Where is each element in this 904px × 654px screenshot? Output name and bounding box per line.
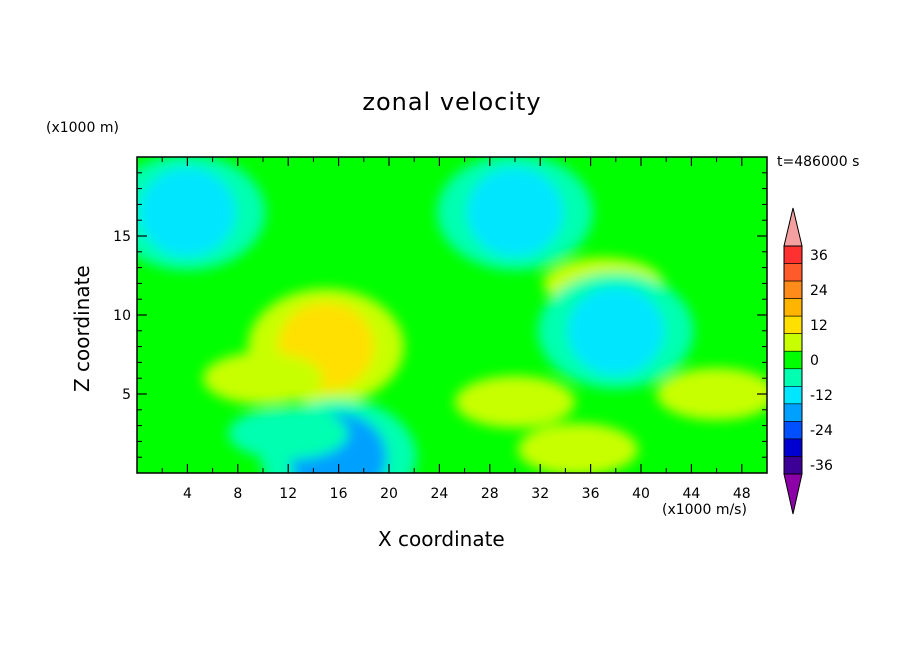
x-tick-label: 8 [233, 486, 242, 502]
colorbar: 36 24 12 0 -12 -24 -36 [783, 207, 833, 515]
time-label: t=486000 s [777, 154, 860, 170]
field-blob-7 [139, 168, 236, 257]
y-tick-label: 5 [122, 387, 131, 403]
colorbar-label: 36 [810, 248, 828, 264]
colorbar-swatch [783, 386, 803, 405]
x-unit-label: (x1000 m/s) [662, 502, 747, 518]
x-tick-label: 40 [632, 486, 650, 502]
field-blob-2 [455, 375, 575, 428]
colorbar-under-arrow [783, 473, 803, 515]
x-tick-label: 24 [430, 486, 448, 502]
colorbar-swatch [783, 368, 803, 387]
x-axis-label: X coordinate [378, 527, 505, 551]
field-blob-3 [518, 423, 638, 473]
colorbar-swatch [783, 245, 803, 264]
field-blob-1 [203, 352, 323, 405]
x-tick-label: 28 [481, 486, 499, 502]
contour-field [137, 157, 767, 473]
x-tick-label: 16 [330, 486, 348, 502]
colorbar-label: -24 [810, 423, 833, 439]
colorbar-label: 12 [810, 318, 828, 334]
colorbar-label: -36 [810, 458, 833, 474]
colorbar-frame [783, 245, 803, 475]
y-tick-label: 10 [113, 308, 131, 324]
colorbar-label: -12 [810, 388, 833, 404]
colorbar-over-arrow [783, 207, 803, 247]
colorbar-swatch [783, 438, 803, 457]
colorbar-swatch [783, 280, 803, 299]
x-tick-label: 32 [531, 486, 549, 502]
y-unit-label: (x1000 m) [46, 120, 119, 136]
colorbar-swatch [783, 350, 803, 370]
y-tick-label: 15 [113, 229, 131, 245]
colorbar-swatch [783, 298, 803, 317]
colorbar-label: 0 [810, 353, 819, 369]
x-tick-label: 12 [279, 486, 297, 502]
colorbar-swatch [783, 456, 803, 475]
field-blob-9 [567, 286, 664, 375]
colorbar-label: 24 [810, 283, 828, 299]
chart-title: zonal velocity [362, 88, 542, 116]
colorbar-swatch [783, 403, 803, 422]
colorbar-swatch [783, 263, 803, 282]
field-blob-8 [467, 168, 563, 257]
colorbar-swatch [783, 315, 803, 334]
x-tick-label: 4 [183, 486, 192, 502]
x-tick-label: 44 [682, 486, 700, 502]
x-tick-label: 48 [733, 486, 751, 502]
field-blob-4 [656, 368, 767, 420]
x-tick-label: 20 [380, 486, 398, 502]
x-tick-label: 36 [582, 486, 600, 502]
colorbar-swatch [783, 333, 803, 352]
colorbar-swatch [783, 421, 803, 440]
field-blob-10 [228, 407, 349, 460]
